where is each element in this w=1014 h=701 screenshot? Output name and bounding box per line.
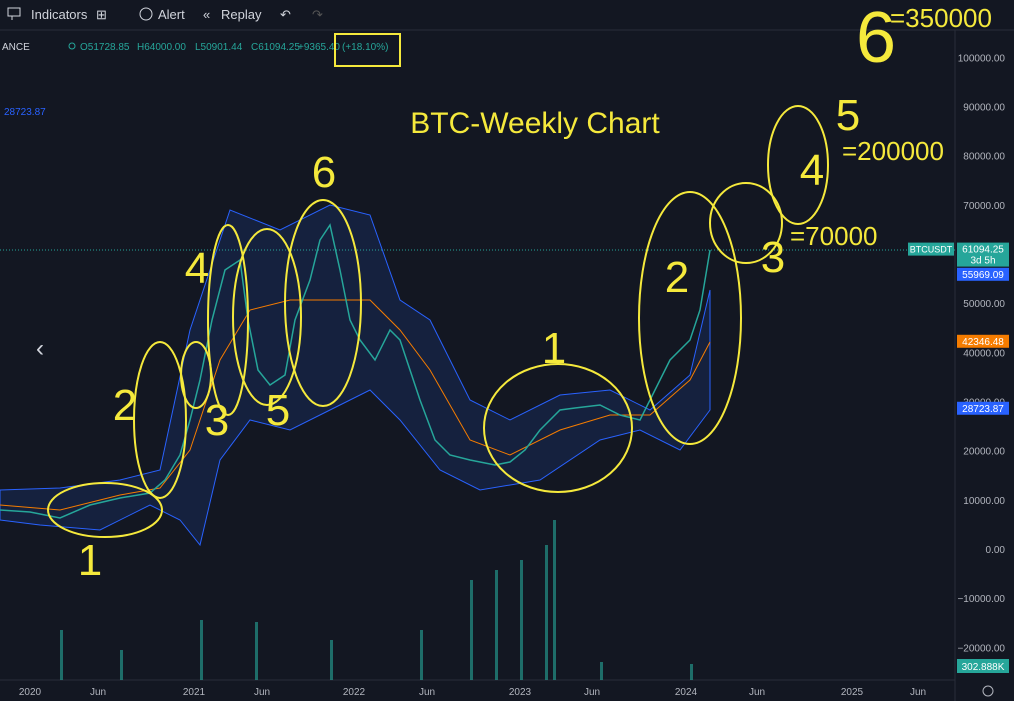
price-tick-label: 100000.00 (958, 53, 1006, 64)
redo-button[interactable]: ↷ (312, 7, 323, 22)
price-tick-label: 10000.00 (963, 496, 1005, 507)
time-tick-label: 2024 (675, 687, 698, 698)
annotation-wave: 4 (185, 244, 209, 293)
price-badge (957, 401, 1009, 415)
time-tick-label: Jun (90, 687, 106, 698)
time-tick-label: 2020 (19, 687, 42, 698)
exchange: ANCE (2, 42, 30, 53)
volume-badge (957, 659, 1009, 673)
price-tick-label: 0.00 (986, 545, 1006, 556)
layout-icon[interactable]: ⊞ (96, 7, 107, 22)
time-tick-label: Jun (910, 687, 926, 698)
time-tick-label: Jun (419, 687, 435, 698)
price-tick-label: 70000.00 (963, 201, 1005, 212)
low: L50901.44 (195, 42, 243, 53)
annotation-wave: 1 (78, 536, 102, 585)
annotation-ellipses (47, 105, 829, 538)
annotation-title: BTC-Weekly Chart (410, 107, 660, 140)
close: C61094.25 (251, 42, 300, 53)
price-tick-label: 90000.00 (963, 102, 1005, 113)
time-tick-label: 2021 (183, 687, 206, 698)
scroll-left[interactable]: ‹ (36, 335, 44, 362)
volume-bars (60, 520, 693, 680)
high: H64000.00 (137, 42, 186, 53)
annotation-wave: 5 (836, 91, 860, 140)
price-tick-label: −20000.00 (957, 643, 1005, 654)
toolbar (0, 0, 1014, 30)
highlight-box (334, 33, 401, 67)
price-badge-label: 55969.09 (962, 270, 1004, 281)
annotation-wave: 1 (542, 324, 566, 373)
price-tick-label: 80000.00 (963, 152, 1005, 163)
symbol-badge (908, 242, 954, 256)
price-tick-label: 50000.00 (963, 299, 1005, 310)
annotation-wave: 6 (312, 148, 336, 197)
indicators-button[interactable]: Indicators (31, 7, 88, 22)
annotation-wave: =70000 (790, 221, 877, 251)
time-tick-label: 2023 (509, 687, 532, 698)
open: O51728.85 (80, 42, 130, 53)
alert-icon[interactable] (139, 7, 153, 21)
price-tick-label: 20000.00 (963, 447, 1005, 458)
price-tick-label: 40000.00 (963, 348, 1005, 359)
annotation-wave: 3 (205, 396, 229, 445)
price-chart (0, 204, 955, 680)
moving-average (0, 299, 711, 511)
alert-button[interactable]: Alert (158, 7, 185, 22)
time-tick-label: 2022 (343, 687, 366, 698)
change-pct: (+18.10%) (342, 42, 388, 53)
axes: 100000.0090000.0080000.0070000.0060000.0… (19, 53, 1009, 698)
annotation-wave: 6 (856, 0, 896, 78)
price-badge-label: 61094.25 (962, 245, 1004, 256)
annotation-wave: =200000 (842, 136, 944, 166)
annotation-wave: 4 (800, 146, 824, 195)
price-badge-label: 42346.48 (962, 337, 1004, 348)
time-tick-label: Jun (254, 687, 270, 698)
status-dot (68, 42, 76, 50)
undo-button[interactable]: ↶ (280, 7, 291, 22)
annotation-wave: 2 (665, 253, 689, 302)
volume-badge-label: 302.888K (962, 662, 1005, 673)
annotation-wave: =350000 (890, 3, 992, 33)
bollinger-band (0, 204, 711, 547)
annotation-wave: 2 (113, 381, 137, 430)
replay-icon[interactable]: « (203, 7, 210, 22)
annotation-wave: 3 (761, 233, 785, 282)
price-badge (957, 242, 1009, 267)
time-tick-label: 2025 (841, 687, 864, 698)
left-value: 28723.87 (4, 107, 46, 118)
countdown: 3d 5h (970, 256, 995, 267)
time-tick-label: Jun (584, 687, 600, 698)
price-tick-label: −10000.00 (957, 594, 1005, 605)
price-badge (957, 334, 1009, 348)
symbol-label: BTCUSDT (910, 245, 953, 255)
replay-button[interactable]: Replay (221, 7, 262, 22)
ohlc-legend: ANCE O51728.85 H64000.00 L50901.44 C6109… (2, 33, 401, 118)
price-badge-label: 28723.87 (962, 404, 1004, 415)
change: +9365.40 (298, 42, 340, 53)
time-tick-label: Jun (749, 687, 765, 698)
price-badge (957, 267, 1009, 281)
settings-button[interactable] (982, 685, 994, 697)
annotation-wave: 5 (266, 386, 290, 435)
indicators-icon[interactable] (7, 7, 21, 20)
